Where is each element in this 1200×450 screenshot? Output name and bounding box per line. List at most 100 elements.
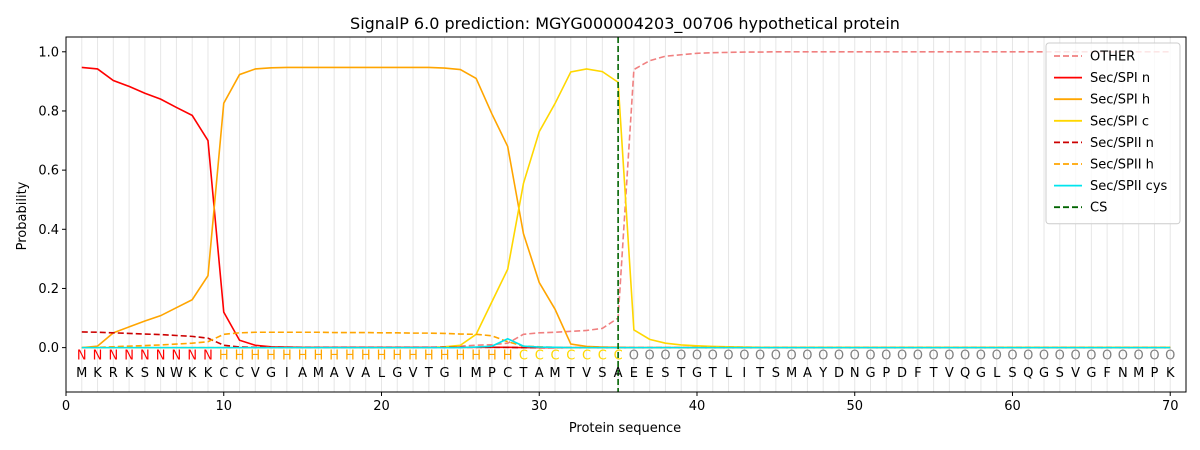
y-tick-label: 1.0 [38, 45, 59, 60]
region-label: O [976, 348, 986, 363]
region-label: N [108, 348, 118, 363]
region-label: O [1007, 348, 1017, 363]
region-label: O [1134, 348, 1144, 363]
residue-label: C [503, 366, 512, 381]
residue-label: N [1118, 366, 1128, 381]
region-label: C [582, 348, 591, 363]
series-line-sec-spii-n [81, 331, 1171, 349]
residue-label: L [725, 366, 733, 381]
residue-label: V [345, 366, 354, 381]
residue-label: A [535, 366, 544, 381]
residue-label: T [518, 366, 527, 381]
series-line-sec-spi-c [81, 68, 1171, 349]
region-label: H [345, 348, 355, 363]
residue-label: G [1039, 366, 1049, 381]
region-label: O [818, 348, 828, 363]
residue-label: G [692, 366, 702, 381]
region-label: O [708, 348, 718, 363]
residue-label: P [882, 366, 890, 381]
region-label: H [361, 348, 371, 363]
region-label: O [1039, 348, 1049, 363]
series-line-sec-spii-h [81, 331, 1171, 349]
region-label: H [424, 348, 434, 363]
y-tick-label: 0.2 [38, 282, 59, 297]
residue-label: K [1166, 366, 1175, 381]
region-label: O [629, 348, 639, 363]
residue-label: M [471, 366, 482, 381]
region-label: O [881, 348, 891, 363]
region-label: N [93, 348, 103, 363]
legend: OTHER Sec/SPI n Sec/SPI h Sec/SPI c Sec/SPII… [1045, 42, 1181, 225]
residue-label: S [598, 366, 606, 381]
region-label: O [834, 348, 844, 363]
region-label: C [598, 348, 607, 363]
residue-label: V [945, 366, 954, 381]
series-lines [81, 37, 1171, 392]
region-label: O [1055, 348, 1065, 363]
residue-label: S [772, 366, 780, 381]
region-label: H [314, 348, 324, 363]
region-label: N [156, 348, 166, 363]
residue-label: C [235, 366, 244, 381]
residue-label: M [549, 366, 560, 381]
region-label: H [471, 348, 481, 363]
region-label: O [850, 348, 860, 363]
region-label: O [944, 348, 954, 363]
residue-label: T [424, 366, 433, 381]
legend-label: Sec/SPII n [1090, 136, 1154, 151]
x-tick-label: 0 [62, 399, 70, 414]
residue-label: G [266, 366, 276, 381]
plot-frame [65, 36, 1187, 393]
residue-label: G [392, 366, 402, 381]
region-label: O [1118, 348, 1128, 363]
residue-label: K [93, 366, 102, 381]
region-label: H [219, 348, 229, 363]
region-label: H [377, 348, 387, 363]
residue-label: G [865, 366, 875, 381]
residue-label: T [929, 366, 938, 381]
residue-label: C [219, 366, 228, 381]
residue-label: A [361, 366, 370, 381]
residue-label: G [440, 366, 450, 381]
axes: 0 10 20 30 40 50 60 70 0.0 0.2 0.4 0.6 0.8 1.0 [38, 36, 1187, 414]
x-tick-label: 50 [846, 399, 863, 414]
residue-label: T [676, 366, 685, 381]
y-tick-label: 0.0 [38, 341, 59, 356]
residue-label: G [1086, 366, 1096, 381]
residue-label: M [786, 366, 797, 381]
series-line-sec-spii-cys [81, 337, 1171, 349]
region-label: C [519, 348, 528, 363]
residue-label: L [993, 366, 1001, 381]
residue-label: A [803, 366, 812, 381]
region-label: O [928, 348, 938, 363]
region-label: O [913, 348, 923, 363]
residue-label: M [313, 366, 324, 381]
residue-label: Y [818, 366, 827, 381]
region-label: H [235, 348, 245, 363]
residue-label: A [614, 366, 623, 381]
residue-label: S [1056, 366, 1064, 381]
region-label: O [865, 348, 875, 363]
region-label: H [440, 348, 450, 363]
region-label: H [266, 348, 276, 363]
residue-label: S [141, 366, 149, 381]
region-label: O [802, 348, 812, 363]
residue-label: I [458, 366, 462, 381]
legend-label: Sec/SPI h [1090, 93, 1150, 108]
residue-label: P [488, 366, 496, 381]
residue-label: E [646, 366, 654, 381]
residue-label: P [1151, 366, 1159, 381]
region-label: O [1102, 348, 1112, 363]
x-tick-label: 60 [1004, 399, 1021, 414]
region-label: C [550, 348, 559, 363]
region-label: H [250, 348, 260, 363]
residue-label: I [742, 366, 746, 381]
residue-label: V [582, 366, 591, 381]
region-label: H [455, 348, 465, 363]
residue-label: M [1133, 366, 1144, 381]
region-label: O [1023, 348, 1033, 363]
region-label: O [739, 348, 749, 363]
region-label: O [1165, 348, 1175, 363]
region-label: C [535, 348, 544, 363]
region-label: O [1086, 348, 1096, 363]
